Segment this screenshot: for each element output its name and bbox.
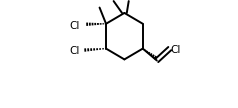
Text: Cl: Cl [170,45,181,55]
Text: Cl: Cl [69,46,80,56]
Text: Cl: Cl [69,21,80,31]
